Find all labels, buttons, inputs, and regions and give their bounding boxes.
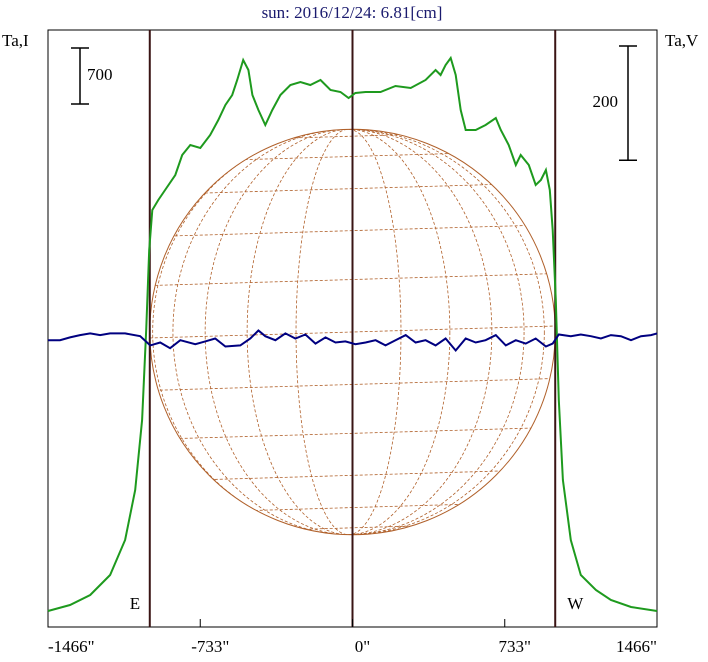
limb-label: W xyxy=(567,594,584,613)
y2-axis-label: Ta,V xyxy=(665,31,699,50)
series-line xyxy=(47,55,658,612)
x-tick-label: 733" xyxy=(499,637,531,656)
scale-bar-label: 200 xyxy=(593,92,619,111)
x-tick-label: 1466" xyxy=(616,637,657,656)
meridian xyxy=(152,129,545,535)
meridian xyxy=(246,129,451,535)
x-tick-label: -733" xyxy=(191,637,229,656)
meridian xyxy=(172,129,525,535)
x-tick-label: 0" xyxy=(355,637,370,656)
meridian xyxy=(204,129,493,535)
meridian xyxy=(295,129,402,535)
limb-label: E xyxy=(130,594,140,613)
series-line xyxy=(48,329,658,353)
x-tick-label: -1466" xyxy=(48,637,95,656)
chart-title: sun: 2016/12/24: 6.81[cm] xyxy=(262,3,443,22)
scale-bar-label: 700 xyxy=(87,65,113,84)
y-axis-label: Ta,I xyxy=(2,31,29,50)
